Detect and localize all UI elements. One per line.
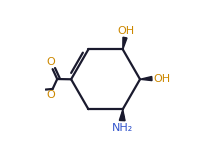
Text: NH₂: NH₂	[112, 123, 133, 133]
Text: O: O	[47, 57, 56, 68]
Polygon shape	[122, 113, 124, 114]
Polygon shape	[119, 120, 125, 121]
Text: O: O	[47, 90, 55, 100]
Polygon shape	[120, 117, 125, 118]
Polygon shape	[121, 116, 124, 117]
Polygon shape	[121, 114, 124, 115]
Polygon shape	[123, 37, 127, 49]
Text: OH: OH	[117, 26, 134, 36]
Text: OH: OH	[153, 74, 170, 84]
Polygon shape	[121, 115, 124, 116]
Polygon shape	[140, 76, 152, 81]
Polygon shape	[122, 110, 123, 111]
Polygon shape	[122, 111, 123, 112]
